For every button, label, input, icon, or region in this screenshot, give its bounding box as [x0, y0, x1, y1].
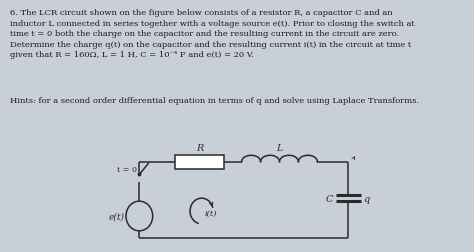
Text: R: R — [196, 143, 203, 152]
Text: e(t): e(t) — [108, 212, 124, 220]
Text: q: q — [364, 194, 370, 203]
Text: t = 0: t = 0 — [117, 165, 137, 173]
Text: i(t): i(t) — [204, 209, 217, 217]
Text: C: C — [326, 194, 333, 203]
Text: Hints: for a second order differential equation in terms of q and solve using La: Hints: for a second order differential e… — [10, 97, 419, 105]
Text: L: L — [276, 143, 283, 152]
Text: 6. The LCR circuit shown on the figure below consists of a resistor R, a capacit: 6. The LCR circuit shown on the figure b… — [10, 9, 415, 59]
Bar — [175, 155, 224, 169]
